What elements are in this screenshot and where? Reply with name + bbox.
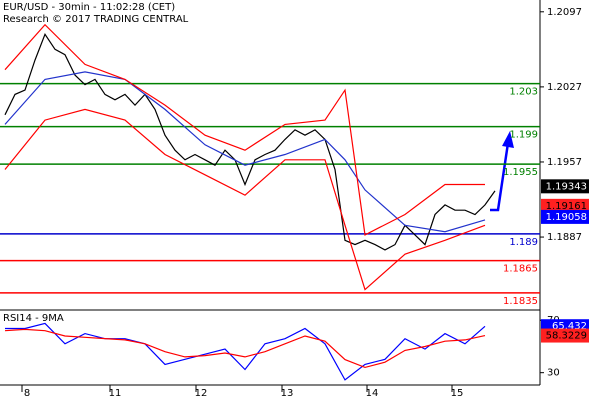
x-tick-label: 15 (451, 388, 464, 399)
series-line (4, 108, 486, 291)
y-tick-label: 30 (547, 368, 560, 379)
chart-title: EUR/USD - 30min - 11:02:28 (CET) (3, 2, 175, 13)
x-tick-label: 8 (24, 388, 30, 399)
series-line (4, 328, 486, 369)
x-tick-label: 14 (366, 388, 379, 399)
price-tag (541, 209, 589, 224)
price-tag-label: 1.19343 (546, 181, 587, 192)
y-tick-label: 1.1957 (547, 157, 582, 168)
series-line (4, 71, 486, 233)
rsi-title: RSI14 - 9MA (3, 313, 64, 324)
level-label: 1.1955 (503, 167, 538, 178)
level-label: 1.203 (509, 87, 538, 98)
price-tag-label: 1.19058 (546, 212, 587, 223)
series-line (4, 33, 496, 251)
level-label: 1.1835 (503, 296, 538, 307)
x-tick-label: 12 (195, 388, 208, 399)
level-label: 1.189 (509, 237, 538, 248)
price-tag-label: 58.3229 (546, 331, 587, 342)
level-label: 1.1865 (503, 264, 538, 275)
price-tag (541, 328, 589, 343)
forecast-arrow (490, 131, 514, 212)
price-tag-label: 1.19161 (546, 201, 587, 212)
chart-subtitle: Research © 2017 TRADING CENTRAL (3, 14, 189, 25)
level-label: 1.199 (509, 130, 538, 141)
y-tick-label: 1.1887 (547, 232, 582, 243)
price-tag-label: 65.432 (552, 321, 587, 332)
price-tag (541, 198, 589, 213)
x-tick-label: 11 (109, 388, 122, 399)
series-line (5, 322, 486, 381)
y-tick-label: 1.2027 (547, 82, 582, 93)
price-tag (541, 179, 589, 194)
x-tick-label: 13 (281, 388, 294, 399)
y-tick-label: 1.2097 (547, 7, 582, 18)
series-line (4, 23, 485, 236)
